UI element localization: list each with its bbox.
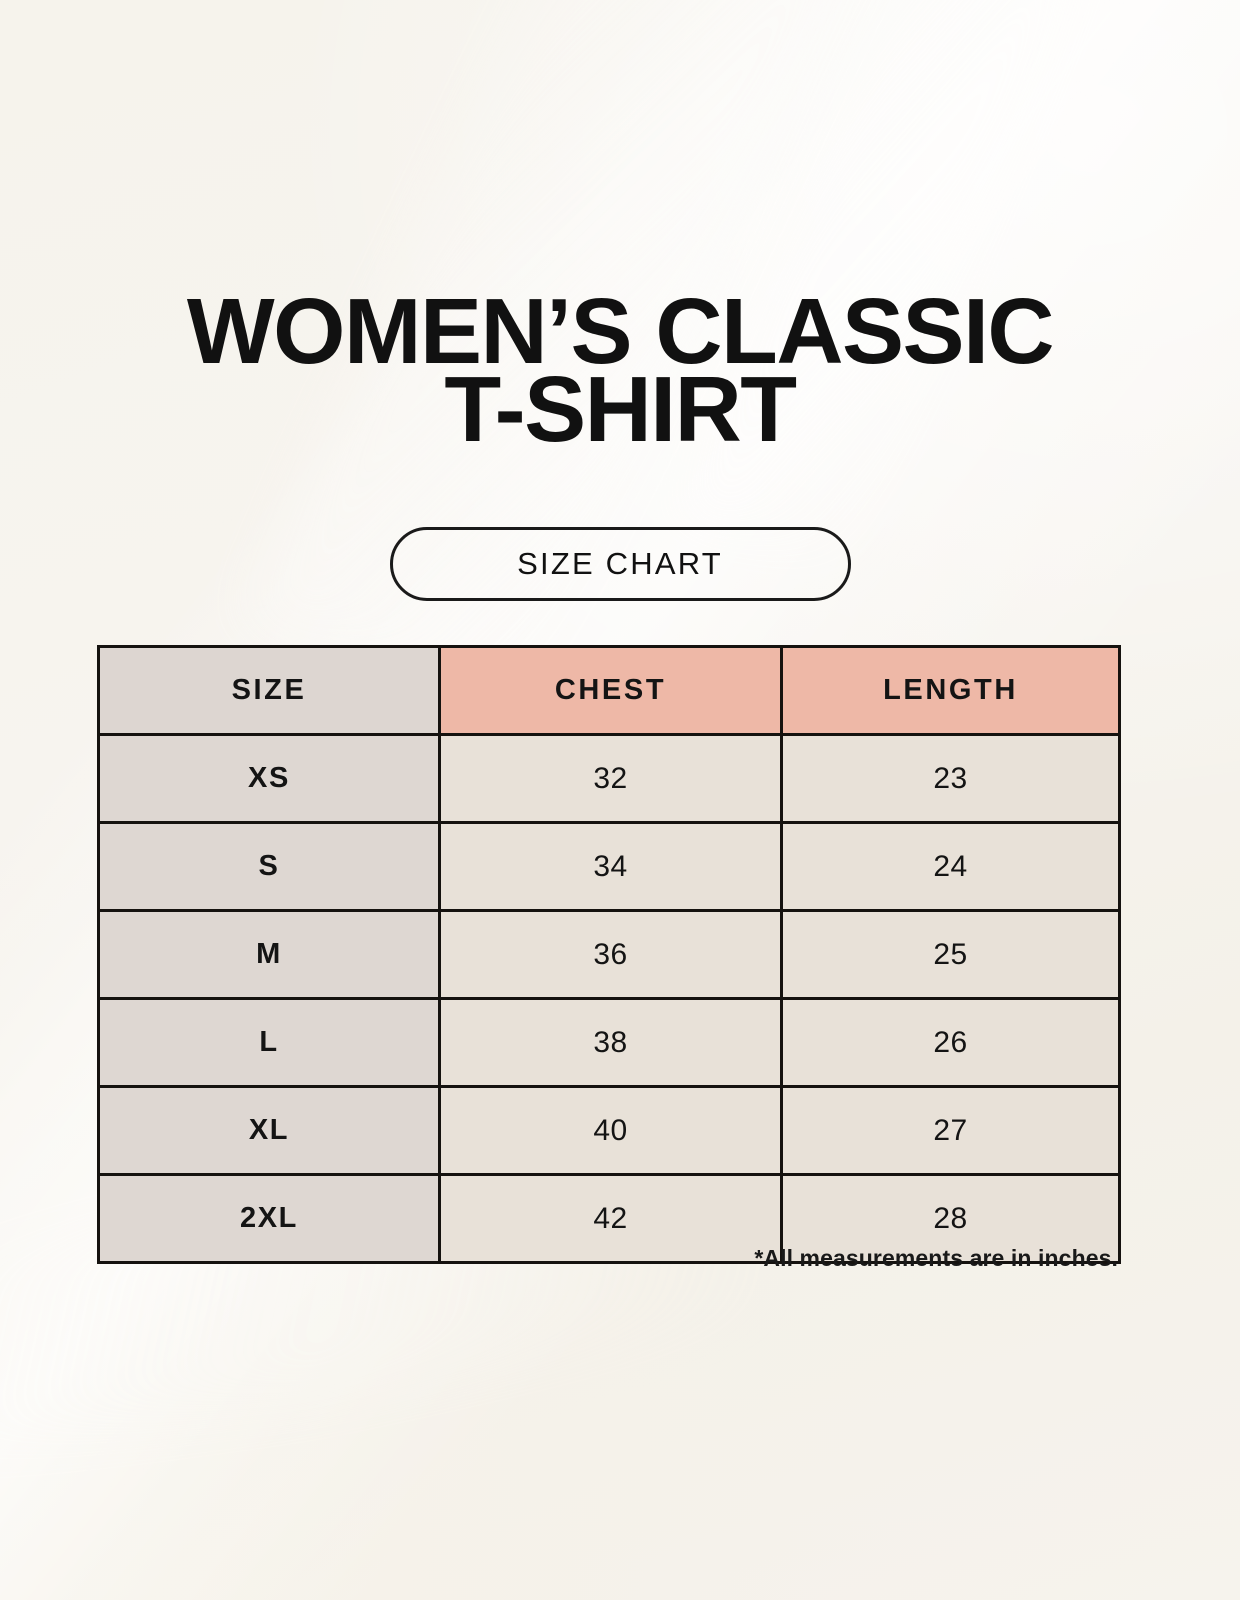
table-row: XS 32 23: [97, 733, 1121, 824]
cell-size: M: [97, 909, 441, 1000]
size-table: SIZE CHEST LENGTH XS 32 23 S 34 24 M: [97, 645, 1121, 1264]
cell-chest: 42: [438, 1173, 783, 1264]
table-header-row: SIZE CHEST LENGTH: [97, 645, 1121, 736]
table-row: M 36 25: [97, 909, 1121, 1000]
cell-chest: 38: [438, 997, 783, 1088]
cell-length: 27: [780, 1085, 1121, 1176]
heading-block: WOMEN’S CLASSIC T-SHIRT: [0, 279, 1240, 461]
cell-length: 24: [780, 821, 1121, 912]
table-row: S 34 24: [97, 821, 1121, 912]
cell-chest: 32: [438, 733, 783, 824]
table-row: 2XL 42 28: [97, 1173, 1121, 1264]
column-header-size: SIZE: [97, 645, 441, 736]
cell-length: 26: [780, 997, 1121, 1088]
column-header-chest: CHEST: [438, 645, 783, 736]
size-table-body: XS 32 23 S 34 24 M 36 25 L 38 26: [97, 733, 1121, 1264]
cell-length: 28: [780, 1173, 1121, 1264]
cell-size: XS: [97, 733, 441, 824]
column-header-length: LENGTH: [780, 645, 1121, 736]
size-table-wrapper: SIZE CHEST LENGTH XS 32 23 S 34 24 M: [97, 645, 1121, 1264]
measurements-footnote: *All measurements are in inches.: [754, 1245, 1118, 1271]
badge-wrapper: SIZE CHART: [0, 527, 1240, 601]
cell-size: 2XL: [97, 1173, 441, 1264]
cell-chest: 36: [438, 909, 783, 1000]
page-title: WOMEN’S CLASSIC T-SHIRT: [186, 279, 1055, 461]
table-row: L 38 26: [97, 997, 1121, 1088]
size-table-head: SIZE CHEST LENGTH: [97, 645, 1121, 736]
cell-chest: 40: [438, 1085, 783, 1176]
cell-length: 23: [780, 733, 1121, 824]
table-row: XL 40 27: [97, 1085, 1121, 1176]
cell-size: S: [97, 821, 441, 912]
cell-size: XL: [97, 1085, 441, 1176]
cell-chest: 34: [438, 821, 783, 912]
size-chart-badge: SIZE CHART: [389, 527, 851, 601]
cell-length: 25: [780, 909, 1121, 1000]
cell-size: L: [97, 997, 441, 1088]
